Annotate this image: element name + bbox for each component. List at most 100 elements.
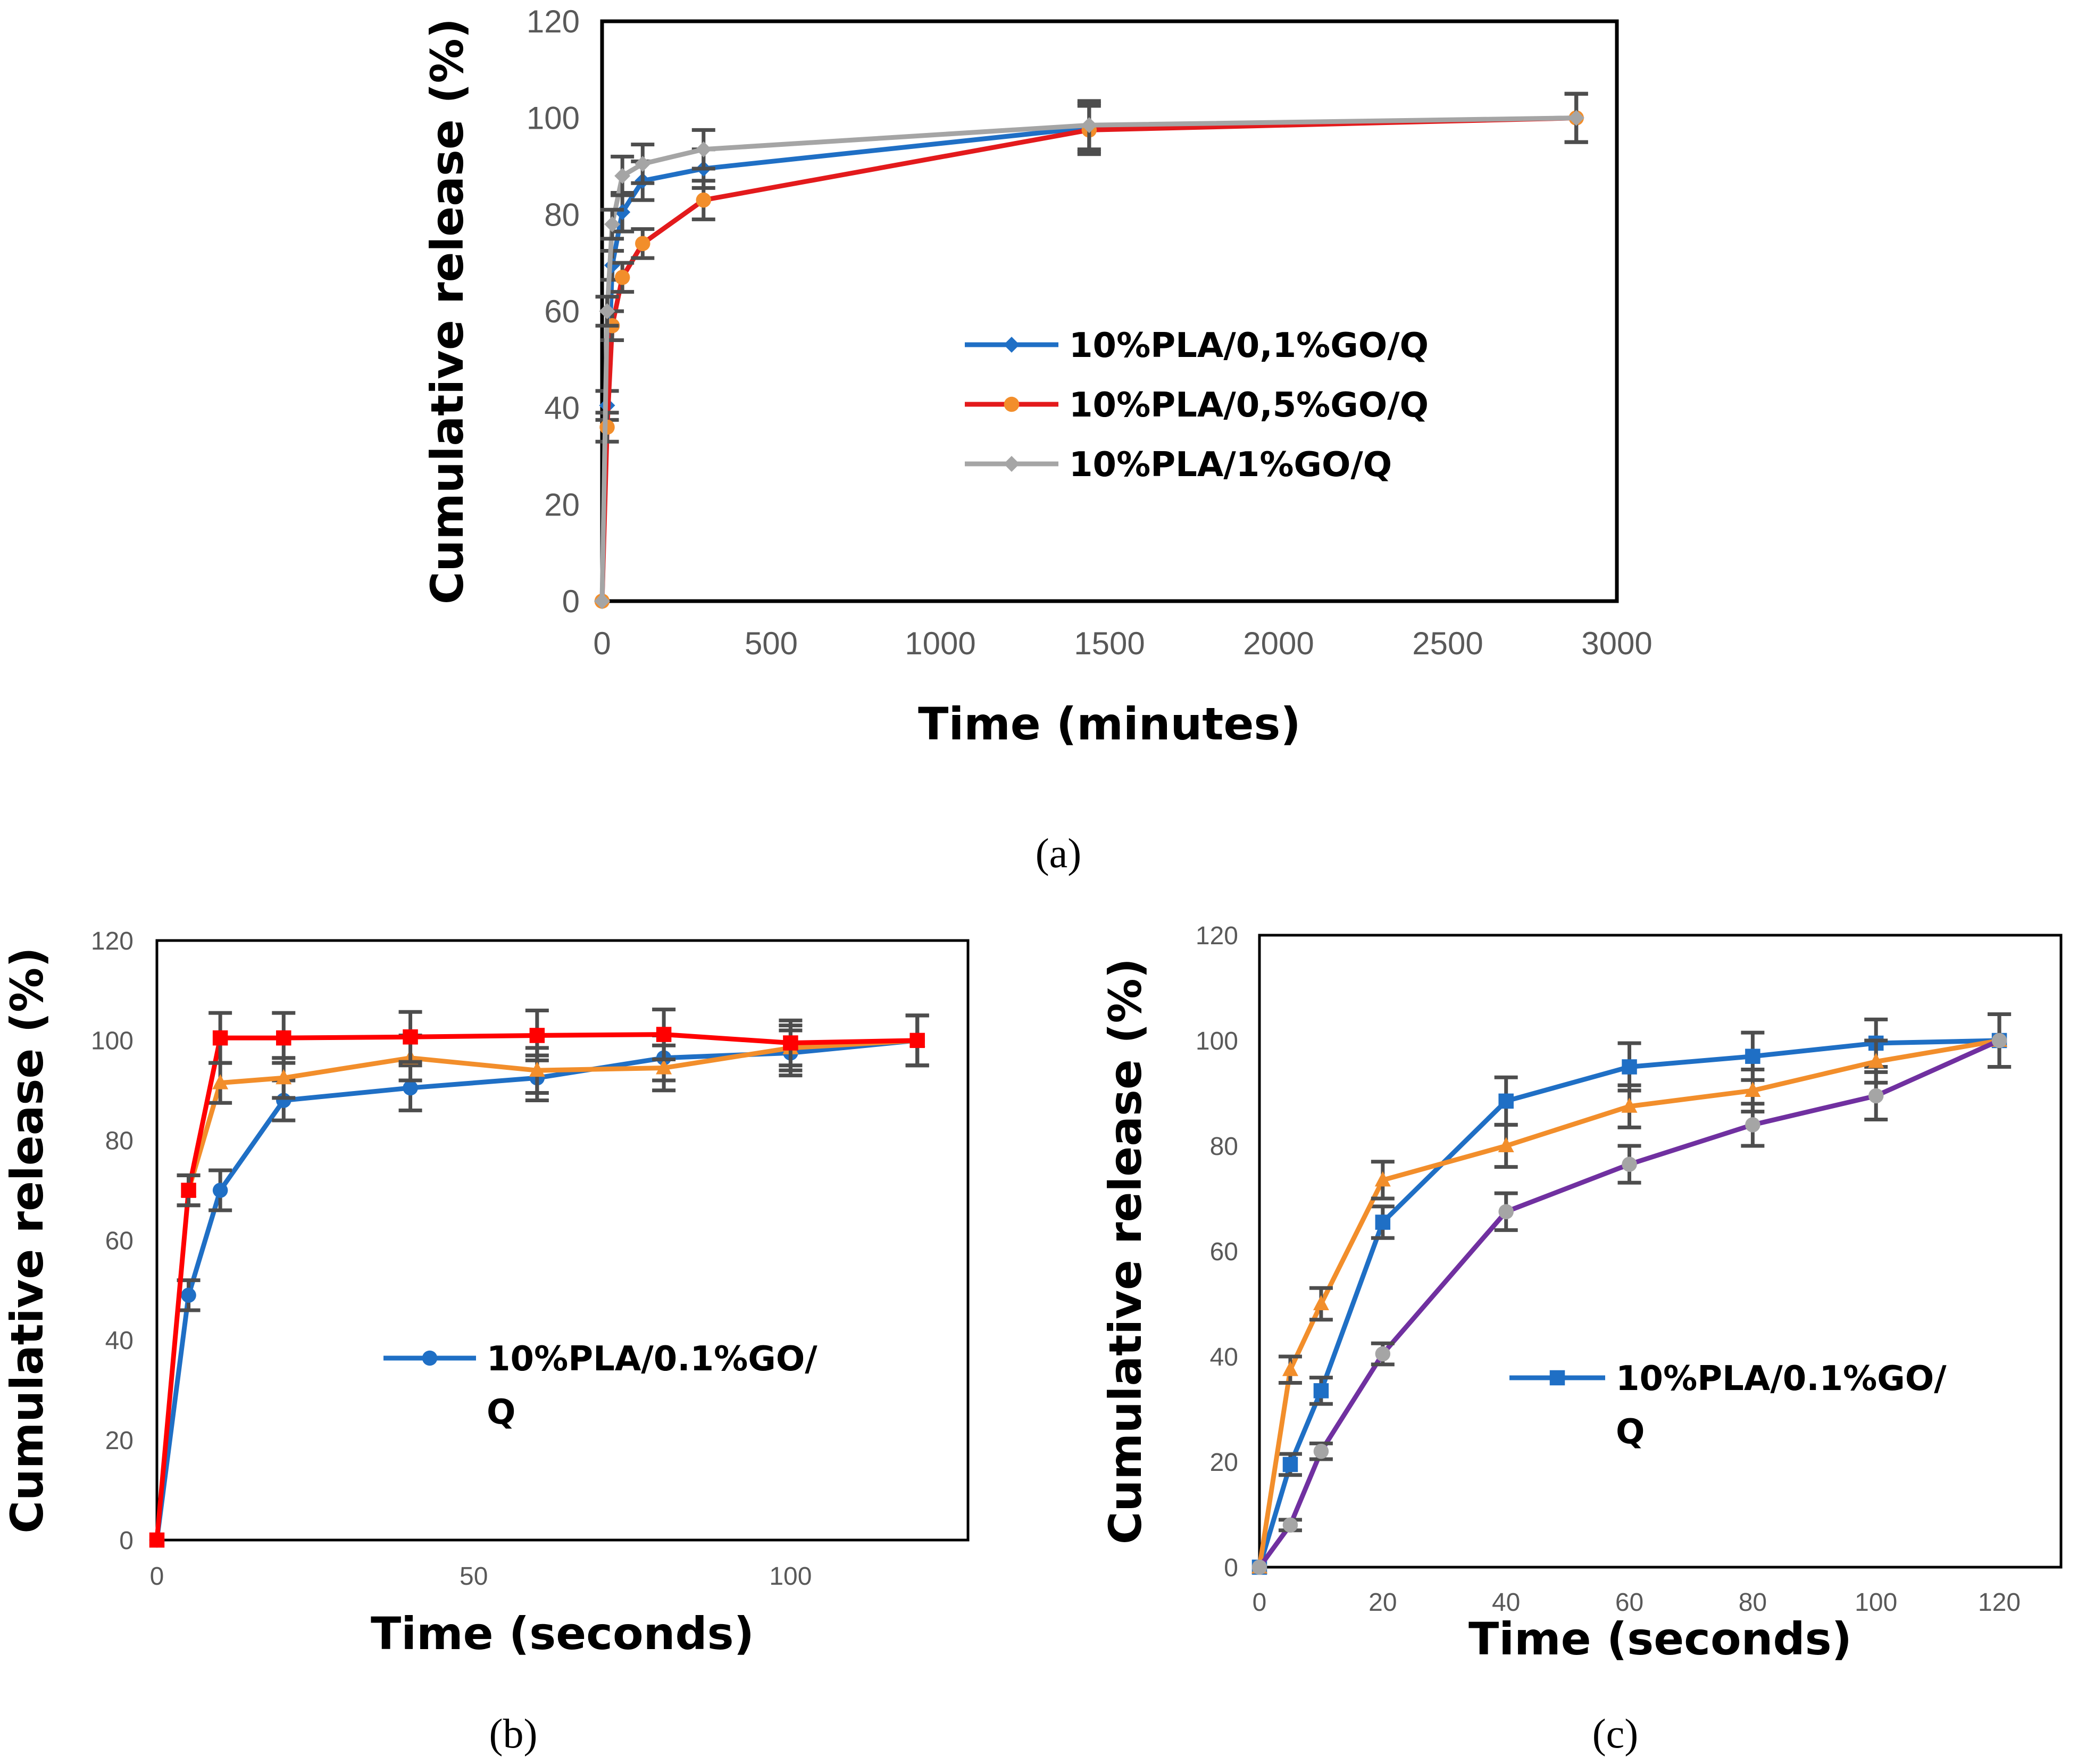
x-tick-label: 2000	[1243, 626, 1314, 661]
x-tick-label: 2500	[1412, 626, 1483, 661]
x-tick-label: 0	[150, 1562, 164, 1591]
y-tick-label: 80	[1210, 1133, 1238, 1161]
y-axis-label: Cumulative release (%)	[421, 18, 473, 604]
data-point	[1282, 1517, 1298, 1533]
y-tick-label: 80	[105, 1127, 133, 1155]
legend-swatch-marker	[1004, 337, 1020, 353]
legend-swatch-marker	[1004, 456, 1020, 472]
y-tick-label: 120	[1196, 922, 1238, 950]
y-tick-label: 0	[1224, 1554, 1238, 1582]
data-point	[656, 1027, 672, 1042]
y-tick-label: 40	[105, 1327, 133, 1355]
data-point	[1375, 1214, 1391, 1230]
data-point	[1745, 1049, 1760, 1064]
data-point	[1745, 1117, 1760, 1133]
data-point	[212, 1183, 228, 1198]
y-tick-label: 100	[91, 1027, 133, 1055]
data-point	[1498, 1093, 1514, 1109]
data-point	[695, 141, 712, 157]
data-point	[1375, 1346, 1391, 1362]
legend-swatch-marker	[1549, 1370, 1565, 1386]
y-tick-label: 80	[544, 197, 580, 232]
data-point	[1991, 1033, 2007, 1049]
data-point	[604, 216, 621, 232]
plot-frame	[1258, 934, 2063, 1569]
data-point	[635, 155, 651, 172]
y-tick-label: 0	[562, 584, 580, 619]
y-tick-label: 100	[1196, 1027, 1238, 1055]
y-tick-label: 120	[527, 4, 580, 39]
y-axis-label: Cumulative release (%)	[1099, 958, 1151, 1544]
y-tick-label: 20	[1210, 1449, 1238, 1477]
data-point	[783, 1035, 798, 1051]
panel-c: 0 20 40 60 80 100 120 0 20 40 60 80 100 120 Time (seco…	[1099, 922, 2063, 1757]
data-point	[635, 236, 650, 252]
data-point	[1568, 110, 1584, 126]
x-tick-label: 500	[745, 626, 798, 661]
x-tick-label: 0	[1253, 1588, 1267, 1617]
y-tick-label: 60	[544, 294, 580, 329]
legend-swatch-marker	[1004, 396, 1020, 412]
data-point	[529, 1061, 545, 1077]
x-axis-label: Time (minutes)	[918, 698, 1301, 750]
data-point	[1282, 1457, 1298, 1472]
x-tick-label: 100	[769, 1562, 812, 1591]
y-tick-label: 40	[1210, 1343, 1238, 1371]
data-point	[403, 1080, 418, 1096]
data-point	[614, 168, 631, 184]
data-point	[656, 1059, 672, 1075]
data-point	[403, 1029, 418, 1045]
data-point	[1251, 1559, 1267, 1575]
data-point	[1374, 1171, 1391, 1187]
x-tick-label: 1500	[1074, 626, 1145, 661]
data-point	[1745, 1081, 1761, 1097]
data-point	[1313, 1443, 1329, 1459]
x-tick-label: 1000	[905, 626, 975, 661]
data-point	[1868, 1053, 1884, 1068]
y-tick-label: 20	[544, 487, 580, 522]
series-line	[186, 1038, 920, 1193]
x-axis-label: Time (seconds)	[371, 1608, 754, 1660]
data-point	[181, 1183, 196, 1198]
data-point	[909, 1033, 925, 1049]
data-point	[212, 1030, 228, 1046]
legend-label: 10%PLA/0.1%GO/	[1616, 1359, 1947, 1399]
data-point	[614, 270, 630, 285]
x-tick-label: 80	[1739, 1588, 1767, 1617]
legend-label: 10%PLA/1%GO/Q	[1069, 445, 1392, 485]
legend-label: Q	[1616, 1412, 1645, 1452]
panel-a: 0 20 40 60 80 100 120 0 500 1000 1500 2000 2500 3000 T…	[421, 4, 1653, 876]
panel-caption: (a)	[1036, 830, 1082, 876]
data-point	[594, 593, 610, 609]
x-tick-label: 40	[1492, 1588, 1520, 1617]
y-tick-label: 120	[91, 927, 133, 955]
x-tick-label: 3000	[1581, 626, 1652, 661]
data-point	[212, 1074, 229, 1089]
legend-label: 10%PLA/0,5%GO/Q	[1069, 386, 1429, 425]
data-point	[181, 1287, 196, 1303]
panel-caption: (c)	[1592, 1710, 1639, 1757]
data-point	[1621, 1097, 1638, 1113]
plot-frame	[600, 19, 1619, 603]
data-point	[276, 1030, 291, 1046]
x-tick-label: 100	[1855, 1588, 1897, 1617]
data-point	[1081, 117, 1097, 134]
y-tick-label: 0	[119, 1527, 133, 1555]
data-point	[1313, 1295, 1329, 1310]
data-point	[1622, 1059, 1637, 1075]
data-point	[529, 1028, 545, 1043]
data-point	[599, 303, 615, 319]
data-point	[1498, 1137, 1514, 1152]
y-tick-label: 100	[527, 101, 580, 136]
series-line	[599, 115, 1579, 604]
y-tick-label: 60	[105, 1227, 133, 1255]
x-tick-label: 120	[1978, 1588, 2021, 1617]
data-point	[1868, 1088, 1884, 1104]
y-tick-label: 40	[544, 390, 580, 426]
legend-swatch-marker	[422, 1350, 438, 1366]
data-point	[1282, 1361, 1298, 1376]
data-point	[1622, 1156, 1637, 1172]
y-axis-label: Cumulative release (%)	[1, 947, 53, 1533]
legend-label: 10%PLA/0,1%GO/Q	[1069, 326, 1429, 365]
